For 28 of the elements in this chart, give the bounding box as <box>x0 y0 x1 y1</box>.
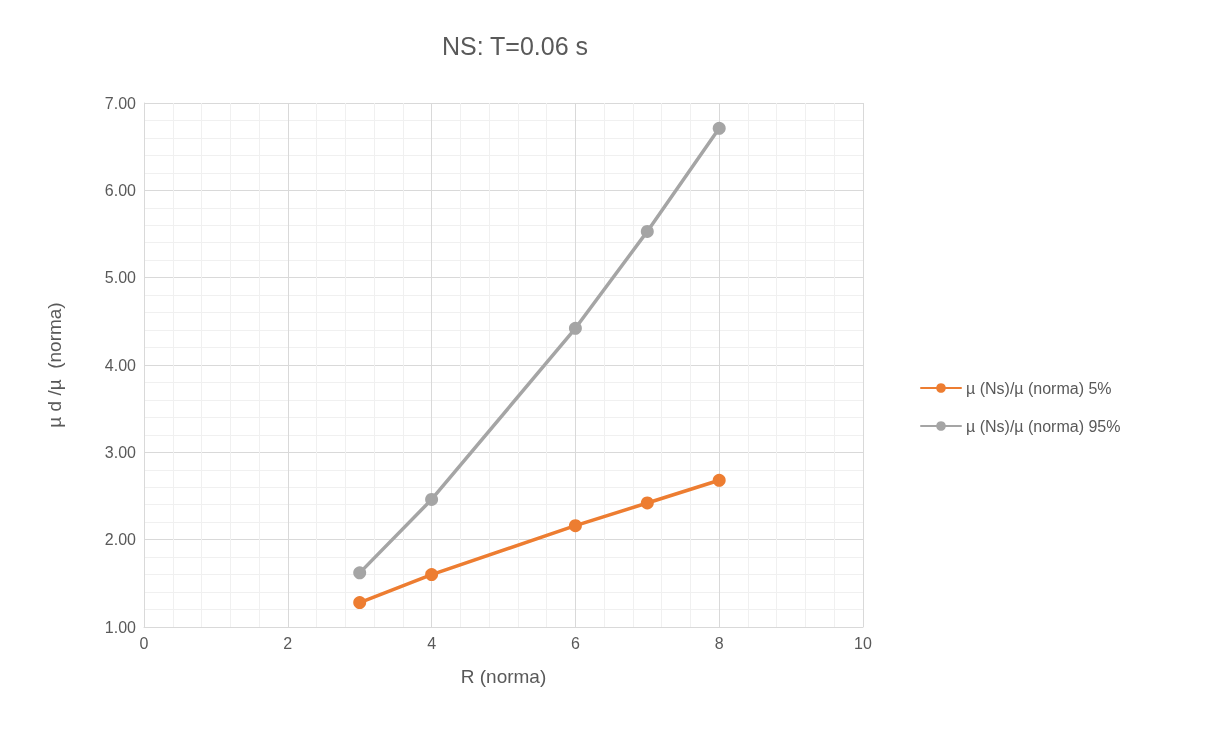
point <box>640 496 654 510</box>
x-axis-title: R (norma) <box>460 666 547 687</box>
point <box>568 519 582 533</box>
chart-title: NS: T=0.06 s <box>441 31 589 60</box>
x-tick-label: 10 <box>854 634 872 652</box>
y-tick-label: 1.00 <box>104 618 137 636</box>
point <box>353 596 367 610</box>
point <box>712 121 726 135</box>
x-tick-label: 6 <box>570 634 580 652</box>
point <box>425 568 439 582</box>
x-tick-label: 8 <box>714 634 724 652</box>
point <box>712 473 726 487</box>
y-tick-label: 6.00 <box>104 181 137 199</box>
x-tick-label: 4 <box>427 634 437 652</box>
legend-label: µ (Ns)/µ (norma) 95% <box>966 417 1121 435</box>
point <box>568 321 582 335</box>
y-tick-label: 4.00 <box>104 356 137 374</box>
point <box>425 493 439 506</box>
y-tick-label: 7.00 <box>104 94 137 112</box>
point <box>353 566 367 580</box>
y-tick-label: 5.00 <box>104 269 137 287</box>
y-tick-label: 2.00 <box>104 531 137 549</box>
legend-label: µ (Ns)/µ (norma) 5% <box>966 379 1112 397</box>
y-axis-title: µ d /µ (norma) <box>44 302 65 428</box>
y-tick-label: 3.00 <box>104 443 137 461</box>
point <box>640 224 654 238</box>
x-tick-label: 2 <box>283 634 293 652</box>
x-tick-label: 0 <box>139 634 149 652</box>
